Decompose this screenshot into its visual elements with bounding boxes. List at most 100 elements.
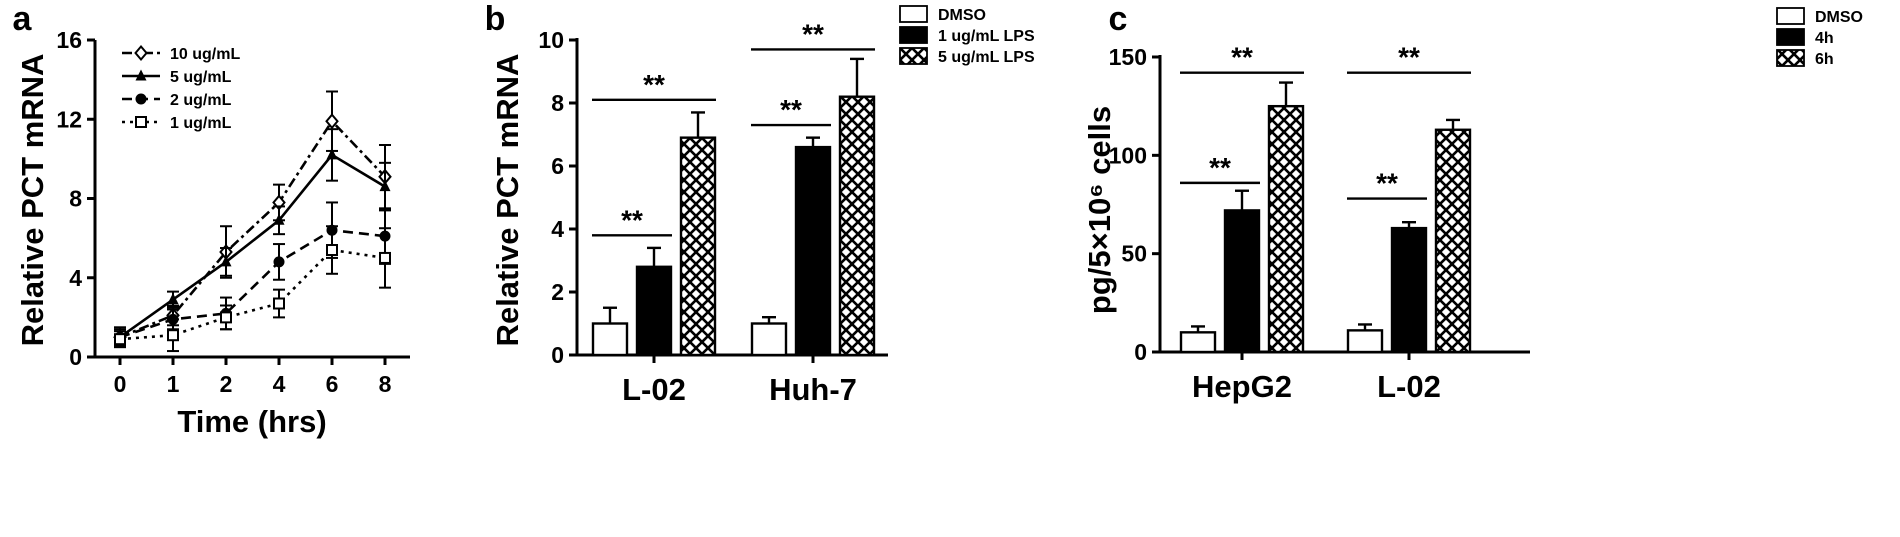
series-line: [119, 248, 386, 341]
y-tick-label: 0: [1134, 339, 1147, 365]
bar: [591, 322, 629, 357]
significance-label: **: [1376, 168, 1398, 199]
legend-swatch: [1776, 7, 1805, 25]
legend-label: 6h: [1815, 51, 1834, 68]
panel-c-bar-chart: c 0 50 100 150 HepG2 L-02 pg/5×10⁶ cells ** ** ** *…: [1082, 0, 1863, 404]
bar: [635, 265, 673, 357]
legend-label: 4h: [1815, 30, 1834, 47]
y-tick-label: 100: [1109, 142, 1147, 168]
significance-label: **: [643, 69, 665, 100]
y-tick-label: 4: [69, 265, 82, 291]
series-line: [119, 153, 386, 339]
legend: DMSO 1 ug/mL LPS 5 ug/mL LPS: [899, 5, 1035, 66]
legend-label: 2 ug/mL: [170, 92, 232, 109]
legend-swatch-marker: [135, 69, 147, 81]
data-point: [220, 311, 232, 324]
y-tick-label: 2: [551, 279, 564, 305]
y-tick-label: 6: [551, 153, 564, 179]
panel-letter-c: c: [1109, 0, 1128, 38]
legend-label: 5 ug/mL: [170, 69, 232, 86]
data-point: [167, 293, 179, 305]
legend-label: DMSO: [1815, 9, 1863, 26]
y-tick-label: 16: [56, 27, 82, 53]
bar: [679, 136, 717, 357]
legend-swatch: [899, 47, 928, 65]
category-label: L-02: [622, 372, 686, 407]
x-tick-label: 8: [379, 371, 392, 397]
category-label: L-02: [1377, 369, 1441, 404]
series-2: [114, 201, 391, 347]
significance-label: **: [1209, 152, 1231, 183]
series-3: [114, 225, 391, 353]
series-line: [119, 119, 386, 339]
y-tick-label: 4: [551, 216, 564, 242]
legend-label: 1 ug/mL LPS: [938, 28, 1035, 45]
legend-swatch: [899, 5, 928, 23]
data-point: [379, 180, 391, 192]
series-0: [113, 90, 392, 349]
significance-label: **: [1398, 42, 1420, 73]
y-tick-label: 8: [69, 186, 82, 212]
legend-swatch-marker: [135, 93, 147, 105]
x-tick-label: 0: [114, 371, 127, 397]
data-point: [167, 329, 179, 342]
data-point: [220, 255, 232, 267]
data-point: [114, 333, 126, 346]
legend-swatch: [899, 26, 928, 44]
y-axis-title: pg/5×10⁶ cells: [1082, 106, 1117, 314]
data-point: [326, 148, 338, 160]
data-point: [379, 251, 391, 264]
significance-label: **: [780, 94, 802, 125]
bar: [1390, 226, 1428, 354]
bar: [1267, 104, 1305, 354]
legend: DMSO 4h 6h: [1776, 7, 1863, 68]
y-axis-title: Relative PCT mRNA: [490, 54, 525, 347]
series-1: [114, 128, 391, 347]
bar: [1223, 209, 1261, 354]
panel-b-bar-chart: b 0 2 4 6 8 10 L-02 Huh-7 Relative PCT mRNA ** ** **…: [485, 0, 1035, 407]
category-label: Huh-7: [769, 372, 857, 407]
significance-label: **: [1231, 42, 1253, 73]
series-line: [119, 228, 386, 339]
data-point: [325, 113, 339, 130]
significance-label: **: [621, 204, 643, 235]
legend-swatch: [1776, 28, 1805, 46]
y-tick-label: 0: [69, 344, 82, 370]
x-tick-label: 2: [220, 371, 233, 397]
x-axis-title: Time (hrs): [177, 404, 326, 439]
x-tick-label: 4: [273, 371, 286, 397]
bar: [750, 322, 788, 357]
legend-label: 5 ug/mL LPS: [938, 49, 1035, 66]
x-tick-label: 6: [326, 371, 339, 397]
bar: [1346, 329, 1384, 354]
data-point: [326, 244, 338, 257]
category-label: HepG2: [1192, 369, 1292, 404]
data-point: [273, 213, 285, 225]
legend-label: 1 ug/mL: [170, 115, 232, 132]
y-tick-label: 12: [56, 106, 82, 132]
legend-swatch-marker: [134, 44, 148, 62]
bar: [1179, 331, 1217, 354]
y-tick-label: 8: [551, 90, 564, 116]
legend: 10 ug/mL 5 ug/mL 2 ug/mL 1 ug/mL: [122, 44, 240, 132]
y-tick-label: 150: [1109, 44, 1147, 70]
data-point: [273, 297, 285, 310]
y-tick-label: 50: [1121, 241, 1147, 267]
panel-letter-a: a: [13, 0, 33, 38]
bar: [794, 145, 832, 357]
legend-swatch: [1776, 49, 1805, 67]
legend-label: DMSO: [938, 7, 986, 24]
y-axis-title: Relative PCT mRNA: [15, 54, 50, 347]
y-tick-label: 0: [551, 342, 564, 368]
significance-label: **: [802, 18, 824, 49]
y-tick-label: 10: [538, 27, 564, 53]
data-point: [273, 256, 285, 268]
bar: [1434, 128, 1472, 354]
legend-swatch-marker: [135, 116, 147, 128]
x-tick-label: 1: [167, 371, 180, 397]
legend-label: 10 ug/mL: [170, 46, 240, 63]
bar: [838, 95, 876, 357]
panel-letter-b: b: [485, 0, 506, 38]
